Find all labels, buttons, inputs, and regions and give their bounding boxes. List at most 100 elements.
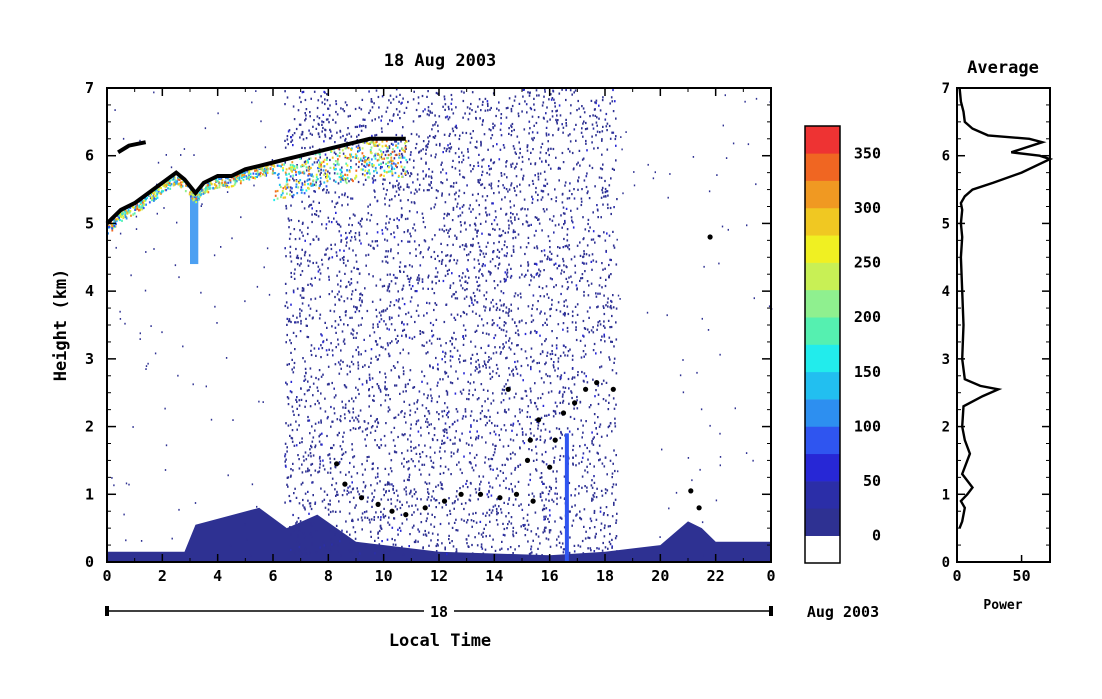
echo-pixel	[523, 128, 526, 131]
echo-pixel	[471, 466, 474, 469]
echo-pixel	[491, 509, 494, 512]
echo-pixel	[575, 454, 577, 457]
echo-pixel	[369, 521, 371, 524]
echo-pixel	[371, 100, 373, 103]
echo-pixel	[393, 517, 395, 520]
echo-pixel	[422, 170, 424, 173]
echo-pixel	[455, 191, 457, 194]
echo-pixel	[291, 134, 294, 137]
echo-pixel	[544, 312, 546, 315]
echo-pixel	[382, 515, 385, 519]
echo-pixel	[425, 162, 427, 165]
echo-pixel	[289, 339, 291, 342]
echo-pixel	[600, 522, 603, 525]
echo-pixel	[288, 172, 290, 175]
echo-pixel	[587, 458, 589, 461]
echo-pixel	[372, 462, 374, 465]
echo-pixel	[574, 504, 576, 507]
echo-pixel	[453, 452, 455, 455]
echo-pixel	[498, 101, 500, 104]
echo-pixel	[347, 147, 350, 150]
echo-pixel	[119, 310, 121, 313]
echo-pixel	[322, 121, 325, 124]
echo-pixel	[543, 210, 546, 213]
echo-pixel	[410, 458, 413, 461]
echo-pixel	[588, 197, 591, 200]
echo-pixel	[532, 148, 534, 151]
echo-pixel	[398, 193, 400, 196]
echo-pixel	[436, 439, 439, 442]
echo-pixel	[480, 144, 482, 147]
echo-pixel	[408, 467, 410, 470]
echo-pixel	[586, 471, 589, 474]
echo-pixel	[583, 262, 585, 265]
echo-pixel	[344, 180, 347, 183]
echo-pixel	[340, 239, 343, 242]
echo-pixel	[390, 498, 392, 501]
echo-pixel	[308, 195, 310, 198]
echo-pixel	[309, 432, 311, 435]
echo-pixel	[350, 236, 353, 239]
echo-pixel	[469, 481, 472, 485]
echo-pixel	[444, 465, 447, 468]
echo-pixel	[506, 356, 508, 359]
echo-pixel	[302, 455, 305, 458]
echo-pixel	[601, 549, 604, 552]
echo-pixel	[512, 503, 515, 506]
echo-pixel	[475, 146, 478, 149]
echo-pixel	[483, 186, 486, 189]
echo-pixel	[193, 154, 195, 156]
echo-pixel	[305, 317, 307, 320]
echo-pixel	[338, 176, 341, 179]
echo-pixel	[597, 216, 599, 219]
echo-pixel	[400, 240, 403, 243]
echo-pixel	[569, 150, 571, 153]
echo-pixel	[318, 470, 321, 473]
echo-pixel	[461, 151, 463, 154]
echo-pixel	[407, 460, 410, 463]
echo-pixel	[498, 256, 500, 259]
echo-pixel	[333, 166, 335, 169]
echo-pixel	[612, 230, 614, 233]
echo-pixel	[422, 533, 425, 536]
echo-pixel	[593, 413, 596, 416]
echo-pixel	[525, 357, 528, 360]
echo-pixel	[471, 193, 474, 196]
echo-pixel	[408, 280, 411, 283]
echo-pixel	[456, 349, 459, 352]
echo-pixel	[570, 494, 572, 497]
echo-pixel	[331, 483, 333, 487]
echo-pixel	[250, 175, 252, 178]
echo-pixel	[427, 274, 430, 277]
echo-pixel	[430, 154, 432, 157]
echo-pixel	[317, 99, 320, 102]
echo-pixel	[312, 454, 315, 457]
echo-pixel	[422, 216, 424, 219]
echo-pixel	[572, 376, 574, 379]
echo-pixel	[353, 419, 355, 422]
echo-pixel	[586, 486, 588, 489]
echo-pixel	[478, 98, 481, 101]
echo-pixel	[544, 439, 546, 442]
echo-pixel	[543, 381, 545, 384]
echo-pixel	[298, 424, 300, 427]
echo-pixel	[397, 435, 399, 439]
echo-pixel	[347, 409, 350, 412]
echo-pixel	[479, 117, 481, 120]
echo-pixel	[524, 350, 527, 353]
echo-pixel	[111, 225, 114, 228]
echo-pixel	[587, 218, 590, 221]
echo-pixel	[348, 231, 351, 235]
echo-pixel	[571, 524, 573, 527]
echo-pixel	[413, 540, 416, 544]
echo-pixel	[468, 207, 471, 210]
echo-pixel	[539, 438, 542, 441]
echo-pixel	[525, 322, 527, 325]
echo-pixel	[340, 234, 342, 237]
echo-pixel	[284, 453, 287, 456]
echo-pixel	[473, 165, 475, 168]
echo-pixel	[496, 424, 499, 427]
echo-pixel	[512, 231, 515, 234]
echo-pixel	[467, 253, 470, 256]
echo-pixel	[431, 437, 434, 441]
